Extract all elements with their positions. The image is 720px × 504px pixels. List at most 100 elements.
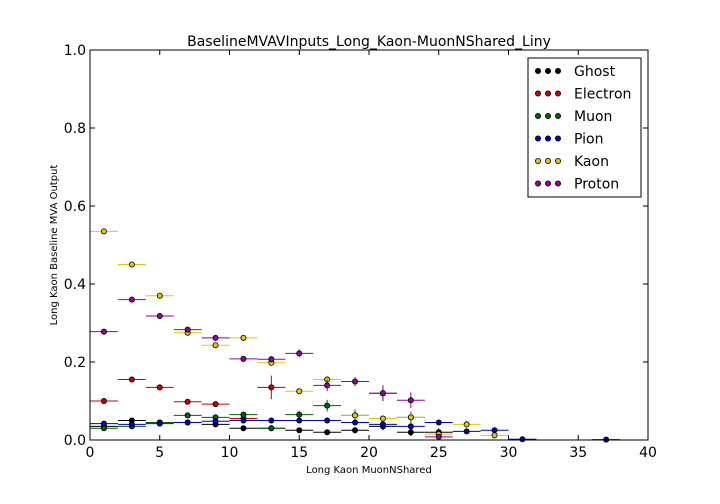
data-point bbox=[268, 417, 275, 424]
legend-item-muon: Muon bbox=[535, 109, 612, 125]
data-point bbox=[268, 384, 275, 391]
data-point bbox=[156, 292, 163, 299]
legend-marker bbox=[535, 180, 542, 187]
legend-item-ghost: Ghost bbox=[535, 64, 616, 80]
legend-marker bbox=[555, 68, 562, 75]
y-axis-label: Long Kaon Baseline MVA Output bbox=[49, 165, 60, 326]
legend-marker bbox=[545, 157, 552, 164]
legend-marker bbox=[535, 157, 542, 164]
data-point bbox=[352, 412, 359, 419]
data-point bbox=[379, 421, 386, 428]
legend-marker bbox=[545, 180, 552, 187]
data-point bbox=[212, 342, 219, 349]
data-point bbox=[407, 423, 414, 430]
data-point bbox=[128, 376, 135, 383]
data-point bbox=[128, 261, 135, 268]
legend-marker bbox=[545, 113, 552, 120]
x-tick-label: 40 bbox=[639, 445, 657, 461]
x-tick-label: 35 bbox=[569, 445, 587, 461]
legend-label: Muon bbox=[574, 109, 612, 125]
legend-item-pion: Pion bbox=[535, 132, 603, 148]
legend: Ghost Electron Muon Pion Kaon Proton bbox=[527, 57, 642, 198]
data-point bbox=[212, 334, 219, 341]
legend-label: Pion bbox=[574, 132, 603, 148]
data-point bbox=[240, 411, 247, 418]
y-tick-label: 0.6 bbox=[64, 199, 86, 215]
data-point bbox=[268, 425, 275, 432]
data-point bbox=[491, 427, 498, 434]
x-tick-label: 0 bbox=[86, 445, 95, 461]
legend-marker bbox=[535, 113, 542, 120]
data-point bbox=[407, 414, 414, 421]
data-point bbox=[324, 429, 331, 436]
x-tick-label: 15 bbox=[290, 445, 308, 461]
legend-frame bbox=[527, 57, 642, 198]
legend-label: Proton bbox=[574, 177, 619, 193]
legend-marker bbox=[555, 180, 562, 187]
data-point bbox=[463, 421, 470, 428]
legend-marker bbox=[555, 135, 562, 142]
legend-marker bbox=[545, 135, 552, 142]
data-point bbox=[128, 421, 135, 428]
data-point bbox=[519, 436, 526, 443]
data-point bbox=[352, 427, 359, 434]
data-point bbox=[352, 378, 359, 385]
legend-label: Ghost bbox=[574, 64, 616, 80]
series-proton bbox=[90, 296, 453, 440]
data-point bbox=[324, 417, 331, 424]
legend-label: Kaon bbox=[574, 154, 609, 170]
series-layer bbox=[90, 228, 621, 443]
data-point bbox=[212, 418, 219, 425]
data-point bbox=[324, 402, 331, 409]
data-point bbox=[352, 419, 359, 426]
y-tick-label: 0.2 bbox=[64, 355, 86, 371]
data-point bbox=[268, 356, 275, 363]
data-point bbox=[100, 420, 107, 427]
data-point bbox=[407, 397, 414, 404]
y-tick-label: 1.0 bbox=[64, 43, 86, 59]
legend-marker bbox=[535, 135, 542, 142]
data-point bbox=[184, 419, 191, 426]
data-point bbox=[491, 432, 498, 439]
data-point bbox=[296, 427, 303, 434]
data-point bbox=[184, 412, 191, 419]
legend-marker bbox=[545, 90, 552, 97]
x-tick-label: 30 bbox=[500, 445, 518, 461]
data-point bbox=[100, 228, 107, 235]
legend-marker bbox=[555, 90, 562, 97]
data-point bbox=[240, 355, 247, 362]
legend-item-proton: Proton bbox=[535, 177, 619, 193]
data-point bbox=[324, 382, 331, 389]
data-point bbox=[296, 350, 303, 357]
data-point bbox=[240, 334, 247, 341]
x-tick-label: 5 bbox=[155, 445, 164, 461]
data-point bbox=[156, 384, 163, 391]
data-point bbox=[463, 428, 470, 435]
legend-marker bbox=[545, 68, 552, 75]
x-tick-label: 10 bbox=[221, 445, 239, 461]
data-point bbox=[296, 388, 303, 395]
data-point bbox=[407, 429, 414, 436]
x-axis-label: Long Kaon MuonNShared bbox=[306, 465, 432, 476]
data-point bbox=[296, 417, 303, 424]
data-point bbox=[379, 415, 386, 422]
data-point bbox=[379, 390, 386, 397]
data-point bbox=[240, 417, 247, 424]
legend-marker bbox=[535, 90, 542, 97]
legend-marker bbox=[555, 157, 562, 164]
data-point bbox=[184, 398, 191, 405]
data-point bbox=[212, 401, 219, 408]
legend-item-kaon: Kaon bbox=[535, 154, 609, 170]
chart-title: BaselineMVAVInputs_Long_Kaon-MuonNShared… bbox=[187, 34, 551, 50]
data-point bbox=[435, 419, 442, 426]
axis-ticks: 0 5 10 15 20 25 30 35 40 0.0 0.2 0.4 0.6 0.8 1.0 bbox=[64, 43, 657, 461]
legend-item-electron: Electron bbox=[535, 87, 631, 103]
data-point bbox=[156, 420, 163, 427]
data-point bbox=[156, 312, 163, 319]
data-point bbox=[240, 425, 247, 432]
data-point bbox=[435, 433, 442, 440]
data-point bbox=[128, 296, 135, 303]
data-point bbox=[184, 326, 191, 333]
legend-marker bbox=[535, 68, 542, 75]
